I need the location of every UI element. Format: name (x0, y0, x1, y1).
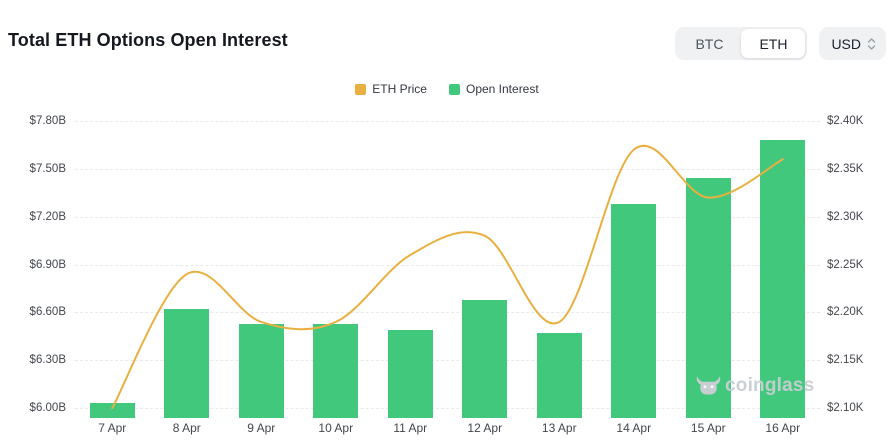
left-axis-tick-label: $6.60B (29, 306, 66, 319)
legend-item-open-interest[interactable]: Open Interest (448, 82, 539, 96)
left-axis-tick-label: $7.80B (29, 115, 66, 127)
x-axis-tick-label: 11 Apr (393, 421, 428, 435)
right-axis-tick-label: $2.10K (827, 402, 864, 415)
right-axis-tick-label: $2.35K (827, 162, 864, 175)
open-interest-bar[interactable] (89, 403, 135, 418)
x-axis-tick-label: 12 Apr (467, 421, 503, 435)
open-interest-bar[interactable] (387, 329, 433, 418)
header-controls: BTC ETH USD (675, 27, 886, 60)
open-interest-bar[interactable] (238, 323, 284, 418)
btc-toggle-button[interactable]: BTC (677, 29, 741, 58)
currency-value: USD (831, 35, 861, 52)
open-interest-swatch-icon (448, 83, 460, 95)
x-axis-tick-label: 16 Apr (765, 421, 801, 435)
coinglass-watermark-text: coinglass (725, 374, 815, 396)
x-axis-tick-label: 13 Apr (541, 421, 577, 435)
legend-item-eth-price[interactable]: ETH Price (355, 82, 427, 96)
gridline (75, 168, 820, 170)
gridline (75, 121, 820, 122)
currency-select[interactable]: USD (819, 27, 886, 60)
right-axis-tick-label: $2.20K (827, 306, 864, 319)
x-axis-tick-label: 10 Apr (318, 421, 354, 435)
updown-chevron-icon (867, 37, 876, 50)
right-axis-tick-label: $2.15K (827, 354, 864, 367)
right-axis-tick-label: $2.25K (827, 258, 864, 271)
legend-label: Open Interest (465, 82, 539, 96)
open-interest-bar[interactable] (313, 323, 359, 418)
left-axis-tick-label: $6.30B (29, 354, 66, 367)
page-title: Total ETH Options Open Interest (8, 30, 288, 50)
coinglass-watermark: coinglass (696, 373, 814, 398)
open-interest-bar[interactable] (164, 309, 210, 418)
open-interest-bar[interactable] (536, 333, 582, 418)
eth-toggle-button[interactable]: ETH (741, 29, 806, 58)
x-axis-tick-label: 8 Apr (172, 421, 201, 435)
left-axis-tick-label: $6.00B (29, 402, 66, 415)
left-axis-tick-label: $6.90B (29, 258, 66, 271)
open-interest-bar[interactable] (611, 203, 657, 418)
left-axis-tick-label: $7.20B (29, 210, 66, 223)
x-axis-tick-label: 7 Apr (98, 421, 127, 435)
asset-toggle: BTC ETH (675, 27, 808, 60)
coinglass-logo-icon (696, 376, 721, 395)
legend: ETH Price Open Interest (0, 82, 894, 96)
legend-label: ETH Price (372, 82, 427, 96)
right-axis-tick-label: $2.40K (827, 115, 864, 127)
x-axis-tick-label: 14 Apr (616, 421, 652, 435)
eth-price-swatch-icon (355, 83, 367, 95)
left-axis-tick-label: $7.50B (29, 162, 66, 175)
right-axis-tick-label: $2.30K (827, 210, 864, 223)
open-interest-bar[interactable] (462, 299, 508, 418)
x-axis-tick-label: 9 Apr (247, 421, 276, 435)
x-axis-tick-label: 15 Apr (690, 421, 726, 435)
